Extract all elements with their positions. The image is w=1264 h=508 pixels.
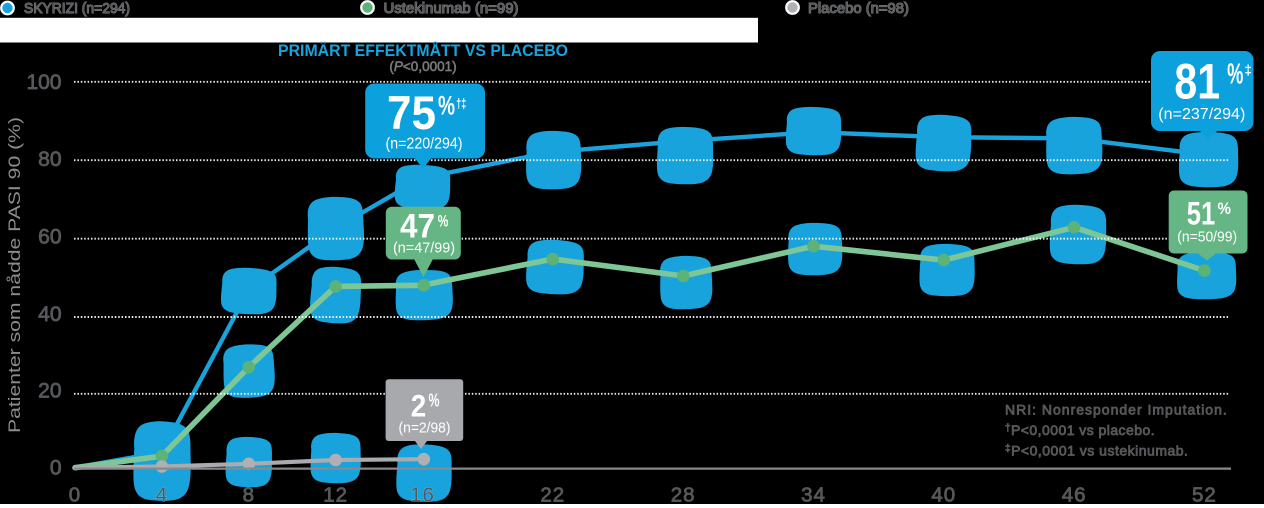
svg-text:51: 51 bbox=[1187, 196, 1215, 232]
svg-text:%: % bbox=[438, 91, 455, 121]
svg-text:SKYRIZI (n=294): SKYRIZI (n=294) bbox=[24, 0, 130, 17]
svg-text:%: % bbox=[429, 390, 440, 410]
svg-text:%: % bbox=[438, 213, 449, 231]
svg-text:80: 80 bbox=[38, 148, 61, 171]
svg-text:(P<0,0001): (P<0,0001) bbox=[389, 59, 456, 74]
svg-text:Placebo (n=98): Placebo (n=98) bbox=[808, 0, 909, 17]
svg-text:%: % bbox=[1227, 59, 1243, 91]
svg-text:81: 81 bbox=[1174, 54, 1220, 110]
svg-text:40: 40 bbox=[38, 303, 61, 326]
svg-text:4: 4 bbox=[156, 484, 168, 507]
svg-text:0: 0 bbox=[50, 457, 62, 480]
svg-text:†P<0,0001 vs placebo.: †P<0,0001 vs placebo. bbox=[1005, 422, 1155, 438]
svg-text:16: 16 bbox=[410, 484, 435, 507]
svg-text:60: 60 bbox=[38, 226, 61, 249]
svg-text:0: 0 bbox=[69, 484, 81, 507]
svg-text:22: 22 bbox=[540, 484, 565, 507]
svg-text:20: 20 bbox=[38, 380, 61, 403]
svg-text:8: 8 bbox=[243, 484, 255, 507]
svg-text:†‡: †‡ bbox=[456, 96, 466, 111]
svg-text:46: 46 bbox=[1062, 484, 1087, 507]
svg-text:(n=220/294): (n=220/294) bbox=[386, 135, 463, 152]
svg-text:%: % bbox=[1218, 199, 1231, 218]
svg-text:(n=237/294): (n=237/294) bbox=[1158, 106, 1245, 123]
svg-text:47: 47 bbox=[400, 208, 435, 246]
svg-text:75: 75 bbox=[387, 86, 436, 139]
svg-text:PRIMÄRT EFFEKTMÅTT VS PLACEBO: PRIMÄRT EFFEKTMÅTT VS PLACEBO bbox=[278, 41, 568, 60]
svg-text:‡: ‡ bbox=[1244, 62, 1252, 77]
svg-text:(n=2/98): (n=2/98) bbox=[399, 420, 451, 436]
svg-text:NRI: Nonresponder Imputation.: NRI: Nonresponder Imputation. bbox=[1005, 402, 1228, 418]
svg-text:52: 52 bbox=[1192, 484, 1217, 507]
svg-text:(n=47/99): (n=47/99) bbox=[393, 241, 455, 257]
svg-text:(n=50/99): (n=50/99) bbox=[1177, 230, 1237, 246]
svg-text:2: 2 bbox=[411, 387, 427, 423]
svg-text:‡P<0,0001 vs ustekinumab.: ‡P<0,0001 vs ustekinumab. bbox=[1005, 443, 1188, 459]
svg-text:Patienter som nådde PASI 90 (%: Patienter som nådde PASI 90 (%) bbox=[6, 117, 24, 433]
svg-text:34: 34 bbox=[801, 484, 826, 507]
svg-text:12: 12 bbox=[323, 484, 348, 507]
svg-text:28: 28 bbox=[671, 484, 696, 507]
svg-text:Ustekinumab (n=99): Ustekinumab (n=99) bbox=[384, 0, 519, 17]
svg-text:100: 100 bbox=[26, 71, 61, 94]
svg-text:40: 40 bbox=[931, 484, 956, 507]
